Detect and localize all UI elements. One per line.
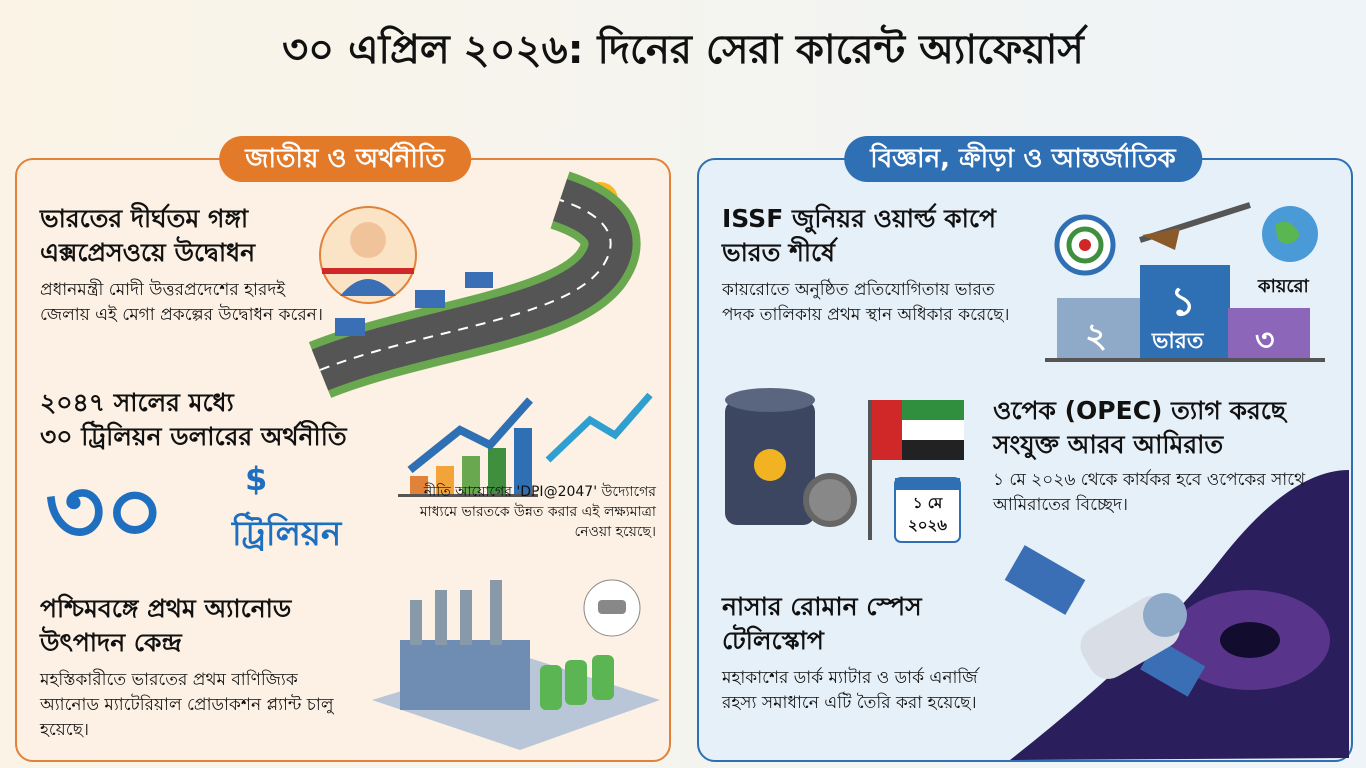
podium-third: ৩	[1255, 323, 1275, 358]
calendar-day: ১ মে	[912, 494, 943, 512]
factory-illustration	[372, 579, 660, 750]
heading: ২০৪৭ সালের মধ্যে ৩০ ট্রিলিয়ন ডলারের অর্থ…	[40, 386, 347, 454]
heading-line: ভারতের দীর্ঘতম গঙ্গা	[40, 204, 249, 233]
growth-chart-illustration	[398, 392, 653, 497]
heading-line: ২০৪৭ সালের মধ্যে	[40, 388, 234, 417]
news-item: ২০৪৭ সালের মধ্যে ৩০ ট্রিলিয়ন ডলারের অর্থ…	[40, 386, 347, 454]
heading-line: ৩০ ট্রিলিয়ন ডলারের অর্থনীতি	[40, 422, 347, 451]
news-item: ভারতের দীর্ঘতম গঙ্গা এক্সপ্রেসওয়ে উদ্বোধ…	[40, 202, 325, 328]
podium-first: ১	[1170, 279, 1196, 325]
place-label: কায়রো	[1258, 276, 1309, 297]
note-text: নীতি আয়োগের 'DPI@2047' উদ্যোগের মাধ্যমে…	[419, 484, 656, 540]
page-title: ৩০ এপ্রিল ২০২৬: দিনের সেরা কারেন্ট অ্যাফ…	[282, 27, 1084, 73]
heading-line: উৎপাদন কেন্দ্র	[40, 628, 182, 657]
heading-line: ওপেক (OPEC) ত্যাগ করছে	[993, 396, 1286, 425]
heading-line: সংযুক্ত আরব আমিরাত	[993, 430, 1224, 459]
heading: নাসার রোমান স্পেস টেলিস্কোপ	[722, 590, 997, 658]
currency: $	[245, 460, 268, 498]
heading-line: টেলিস্কোপ	[722, 626, 824, 655]
body-text: কায়রোতে অনুষ্ঠিত প্রতিযোগিতায় ভারত পদক…	[722, 280, 1010, 325]
opec-illustration	[725, 388, 964, 543]
heading-line: এক্সপ্রেসওয়ে উদ্বোধন	[40, 238, 256, 267]
news-item: ISSF জুনিয়র ওয়ার্ল্ড কাপে ভারত শীর্ষে ক…	[722, 202, 1022, 328]
news-item: পশ্চিমবঙ্গে প্রথম অ্যানোড উৎপাদন কেন্দ্র …	[40, 592, 350, 743]
body-text: ১ মে ২০২৬ থেকে কার্যকর হবে ওপেকের সাথে আ…	[993, 470, 1306, 515]
podium-second: ২	[1085, 316, 1108, 356]
heading: ভারতের দীর্ঘতম গঙ্গা এক্সপ্রেসওয়ে উদ্বোধ…	[40, 202, 325, 270]
heading: ISSF জুনিয়র ওয়ার্ল্ড কাপে ভারত শীর্ষে	[722, 202, 1022, 270]
telescope-illustration	[1004, 470, 1349, 760]
calendar: ১ মে ২০২৬	[895, 492, 960, 536]
news-item: ওপেক (OPEC) ত্যাগ করছে সংযুক্ত আরব আমিরাত…	[993, 394, 1328, 518]
unit: ট্রিলিয়ন	[232, 514, 342, 554]
big-number: ৩০	[45, 458, 165, 565]
calendar-year: ২০২৬	[907, 516, 947, 534]
expressway-illustration	[308, 171, 641, 398]
podium-first-label: ভারত	[1152, 329, 1204, 354]
heading-line: ভারত শীর্ষে	[722, 238, 835, 267]
news-item: নাসার রোমান স্পেস টেলিস্কোপ মহাকাশের ডার্…	[722, 590, 997, 716]
heading-line: নাসার রোমান স্পেস	[722, 592, 922, 621]
body-text: প্রধানমন্ত্রী মোদী উত্তরপ্রদেশের হারদই জ…	[40, 280, 323, 325]
heading-line: পশ্চিমবঙ্গে প্রথম অ্যানোড	[40, 594, 292, 623]
heading: পশ্চিমবঙ্গে প্রথম অ্যানোড উৎপাদন কেন্দ্র	[40, 592, 350, 660]
shooting-illustration	[1045, 202, 1325, 362]
body-text: মহস্তিকারীতে ভারতের প্রথম বাণিজ্যিক অ্যা…	[40, 670, 334, 740]
heading-line: ISSF জুনিয়র ওয়ার্ল্ড কাপে	[722, 204, 996, 233]
body-text: মহাকাশের ডার্ক ম্যাটার ও ডার্ক এনার্জি র…	[722, 668, 978, 713]
section-header: জাতীয় ও অর্থনীতি	[219, 136, 471, 182]
section-header: বিজ্ঞান, ক্রীড়া ও আন্তর্জাতিক	[844, 136, 1202, 182]
heading: ওপেক (OPEC) ত্যাগ করছে সংযুক্ত আরব আমিরাত	[993, 394, 1328, 462]
